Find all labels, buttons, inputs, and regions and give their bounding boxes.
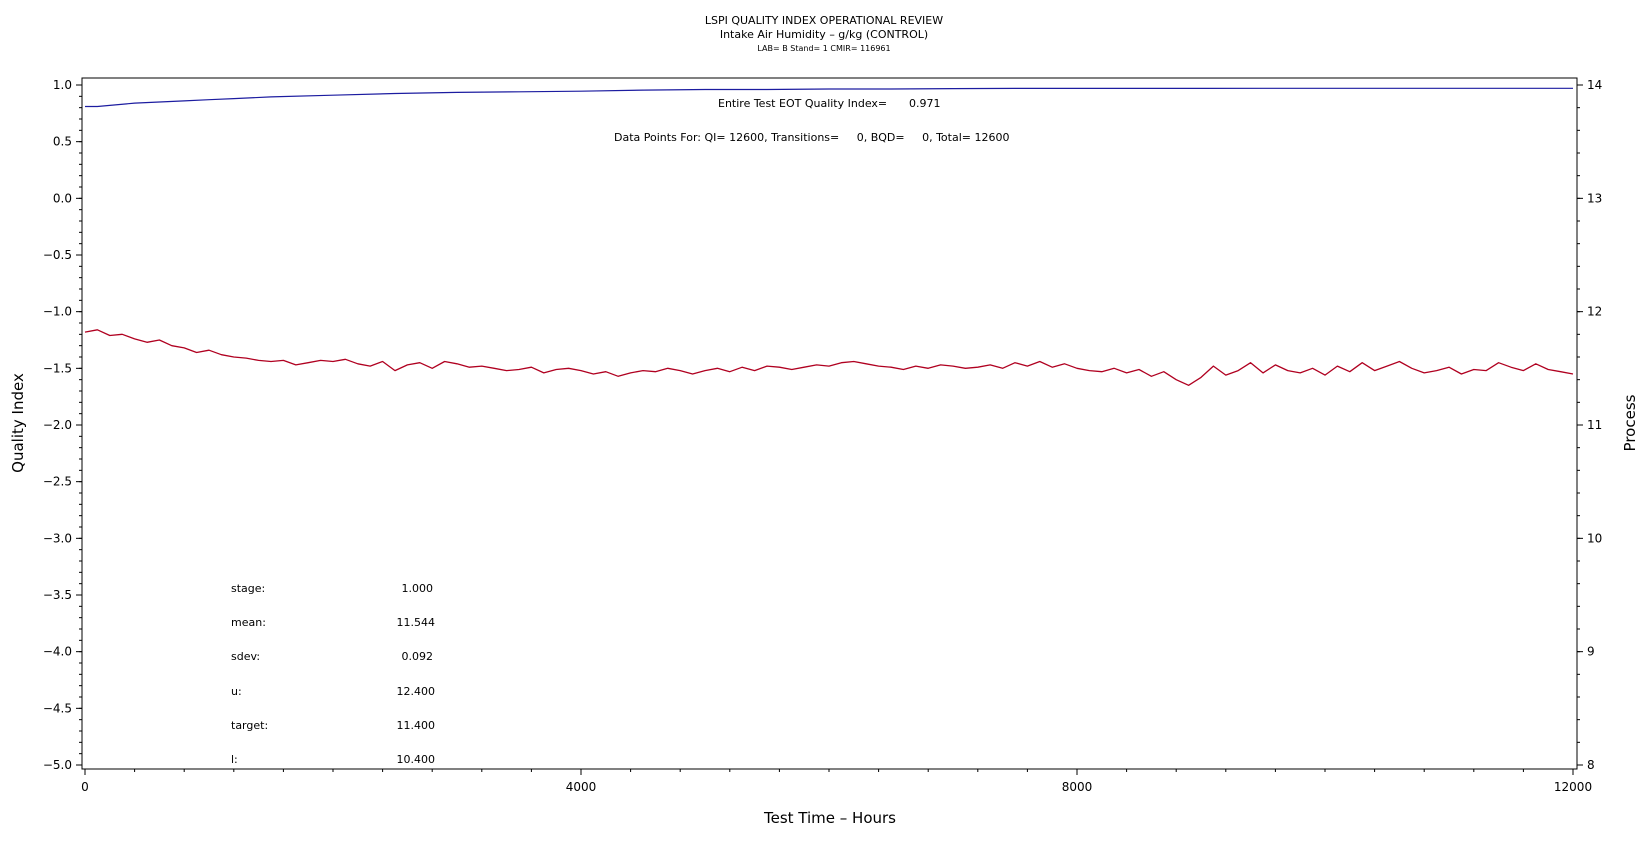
stat-value-mean: 11.544 [397,616,436,629]
y-right-tick-label: 14 [1587,78,1602,92]
stat-label-sdev: sdev: [231,650,260,663]
y-left-tick-label: 0.5 [53,135,72,149]
y-right-tick-label: 9 [1587,645,1595,659]
y-left-tick-label: −4.0 [43,645,72,659]
stat-label-mean: mean: [231,616,266,629]
plot-frame [81,77,1578,770]
stat-label-l: l: [231,753,238,766]
stat-label-stage: stage: [231,582,265,595]
x-tick-label: 12000 [1554,780,1592,794]
stats-block: stage: 1.000 mean: 11.544 sdev: 0.092 u:… [231,582,435,766]
y-left-tick-label: 0.0 [53,191,72,205]
stat-label-target: target: [231,719,268,732]
y-left-tick-label: −3.5 [43,588,72,602]
x-tick-label: 0 [81,780,89,794]
x-tick-label: 4000 [566,780,597,794]
eot-quality-label: Entire Test EOT Quality Index= [718,97,887,110]
chart-title: LSPI QUALITY INDEX OPERATIONAL REVIEW [705,14,943,27]
y-right-tick-label: 8 [1587,758,1595,772]
data-points-summary: Data Points For: QI= 12600, Transitions=… [614,131,1009,144]
y-left-tick-label: −2.0 [43,418,72,432]
eot-quality-value: 0.971 [909,97,941,110]
y-left-tick-label: −0.5 [43,248,72,262]
chart-subtitle: Intake Air Humidity – g/kg (CONTROL) [720,28,928,41]
stat-value-u: 12.400 [397,685,436,698]
x-tick-label: 8000 [1062,780,1093,794]
process-series-line [84,329,1574,386]
y-right-tick-label: 13 [1587,191,1602,205]
y-axis-left: 1.0 0.5 0.0 −0.5 −1.0 −1.5 −2.0 −2.5 −3.0 −3.5 −4.… [43,78,82,772]
stat-label-u: u: [231,685,242,698]
y-left-tick-label: −2.5 [43,475,72,489]
y-axis-right: 14 13 12 11 10 9 8 [1577,78,1602,772]
x-axis: 0 4000 8000 12000 [81,769,1592,794]
y-left-tick-label: −1.5 [43,361,72,375]
stat-value-l: 10.400 [397,753,436,766]
y-left-tick-label: −4.5 [43,701,72,715]
y-right-tick-label: 12 [1587,305,1602,319]
y-left-tick-label: −3.0 [43,531,72,545]
y-left-tick-label: 1.0 [53,78,72,92]
stat-value-sdev: 0.092 [402,650,434,663]
chart-info-line: LAB= B Stand= 1 CMIR= 116961 [757,44,890,53]
y-right-tick-label: 10 [1587,531,1602,545]
y-left-tick-label: −1.0 [43,305,72,319]
stat-value-target: 11.400 [397,719,436,732]
y-axis-label-left: Quality Index [9,373,27,473]
stat-value-stage: 1.000 [402,582,434,595]
quality-index-series-line [85,87,1573,108]
x-axis-label: Test Time – Hours [763,809,896,827]
y-left-tick-label: −5.0 [43,758,72,772]
y-right-tick-label: 11 [1587,418,1602,432]
series-layer [84,87,1574,386]
y-axis-label-right: Process [1621,394,1639,451]
